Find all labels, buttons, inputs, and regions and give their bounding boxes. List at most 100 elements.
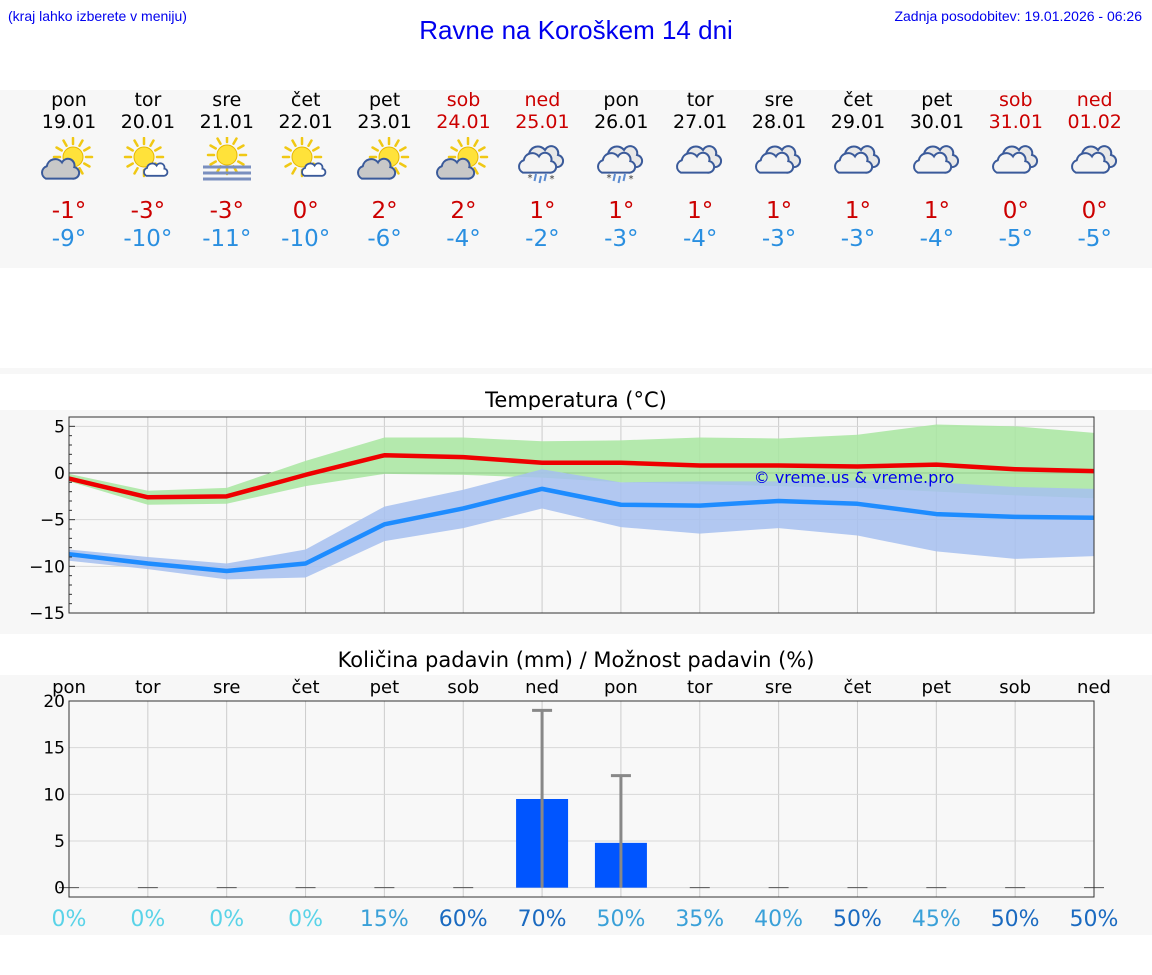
rain-drop xyxy=(612,173,617,182)
plot-frame xyxy=(68,700,1095,898)
rain-drop xyxy=(622,173,627,182)
day-label: ned xyxy=(1077,677,1111,698)
snow-flake: * xyxy=(528,173,533,184)
rain-drop xyxy=(617,175,622,184)
day-name: sre xyxy=(212,89,242,111)
sun-ray xyxy=(449,146,458,152)
temp-min: -3° xyxy=(840,226,876,252)
cloud-sleet-icon: * * xyxy=(597,145,644,185)
cloudy-icon xyxy=(755,145,802,174)
cloudy-icon xyxy=(912,145,959,174)
day-name: pet xyxy=(368,89,401,111)
temp-max: -1° xyxy=(51,198,87,224)
day-name: pon xyxy=(603,89,640,111)
temp-max: 1° xyxy=(687,198,714,224)
day-label: pon xyxy=(52,677,86,698)
day-name: čet xyxy=(290,89,321,111)
plot-frame xyxy=(68,416,1095,614)
sun-ray xyxy=(209,160,217,166)
precipitation-chance-label: 0% xyxy=(209,907,244,932)
day-date: 21.01 xyxy=(199,111,254,133)
cloud-shape xyxy=(435,157,475,180)
day-date: 19.01 xyxy=(41,111,97,133)
day-label: sob xyxy=(447,677,479,698)
day-date: 20.01 xyxy=(120,111,176,133)
cloudy-icon xyxy=(676,145,723,174)
temp-min: -4° xyxy=(446,226,481,252)
sun-ray xyxy=(78,139,84,147)
precipitation-chance-label: 40% xyxy=(754,907,803,932)
day-forecast: sob 24.01 2° -4° xyxy=(424,89,504,253)
y-tick-label: 15 xyxy=(43,739,65,759)
temp-min: -11° xyxy=(202,226,252,252)
cloud-shape xyxy=(676,151,716,174)
sun-ray xyxy=(311,146,320,152)
precipitation-chance-label: 70% xyxy=(518,907,567,932)
precipitation-chart: pon tor sre čet pet sob ned pon tor sre čet pet sob n… xyxy=(43,677,1119,932)
sun-ray xyxy=(83,146,91,152)
day-forecast: sre 21.01 -3° -11° xyxy=(187,89,267,253)
day-name: sob xyxy=(999,89,1033,111)
snow-flake: * xyxy=(629,174,634,185)
temperature-chart-title: Temperatura (°C) xyxy=(485,388,667,412)
sun-ray xyxy=(370,146,379,152)
y-tick-label: 20 xyxy=(43,692,65,712)
day-forecast: tor 27.01 1° -4° xyxy=(660,89,740,253)
day-date: 01.02 xyxy=(1067,111,1122,133)
sun-ray xyxy=(133,139,139,147)
sun-disc xyxy=(216,144,238,166)
day-name: pet xyxy=(921,89,953,111)
cloud-shape xyxy=(834,151,874,174)
y-tick-label: 10 xyxy=(43,785,65,805)
sun-ray xyxy=(236,160,245,166)
watermark: © vreme.us & vreme.pro xyxy=(754,468,955,487)
sun-ray xyxy=(126,162,134,168)
sun-ray xyxy=(236,144,245,150)
day-name: sre xyxy=(764,89,794,111)
cloudy-icon xyxy=(1070,145,1117,174)
sun-ray xyxy=(477,146,486,152)
precipitation-chance-label: 50% xyxy=(991,907,1040,932)
snow-flake: * xyxy=(607,173,612,184)
day-label: tor xyxy=(687,677,713,698)
y-tick-label: 0 xyxy=(54,879,65,899)
day-label: sob xyxy=(999,677,1031,698)
sun-ray xyxy=(472,167,479,175)
day-name: sob xyxy=(446,89,481,111)
cloud-shape xyxy=(300,162,326,177)
sun-ray xyxy=(290,167,297,175)
cloud-sleet-icon: * * xyxy=(518,145,565,185)
temp-min: -3° xyxy=(604,226,639,252)
sun-ray xyxy=(456,139,463,147)
cloud-shape xyxy=(356,157,396,180)
day-label: tor xyxy=(135,677,161,698)
cloudy-icon xyxy=(991,145,1038,174)
sun-ray xyxy=(209,144,217,150)
min-temperature-line xyxy=(68,486,1095,574)
page-title: Ravne na Koroškem 14 dni xyxy=(419,15,733,45)
temp-max: 0° xyxy=(1002,198,1029,224)
cloud-shape xyxy=(1070,151,1110,174)
temp-min: -3° xyxy=(761,226,797,252)
precipitation-chance-label: 60% xyxy=(439,907,488,932)
temp-max: 1° xyxy=(844,198,872,224)
day-date: 25.01 xyxy=(515,111,570,133)
rain-drop xyxy=(538,175,543,184)
sun-ray xyxy=(306,139,313,147)
sun-small-cloud-icon xyxy=(123,137,169,178)
sun-ray xyxy=(133,167,139,175)
precipitation-chance-label: 50% xyxy=(1070,907,1119,932)
day-date: 26.01 xyxy=(594,111,649,133)
temp-min: -10° xyxy=(123,226,173,252)
day-name: tor xyxy=(134,89,162,111)
temp-max: -3° xyxy=(130,198,166,224)
precipitation-chart-title: Količina padavin (mm) / Možnost padavin … xyxy=(337,648,815,672)
sun-ray xyxy=(216,137,222,145)
sun-ray xyxy=(126,146,134,152)
temp-max: 1° xyxy=(608,198,635,224)
sun-ray xyxy=(398,162,407,168)
day-date: 24.01 xyxy=(436,111,491,133)
day-label: pet xyxy=(922,677,952,698)
sun-ray xyxy=(283,162,292,168)
precipitation-chance-label: 50% xyxy=(596,907,645,932)
